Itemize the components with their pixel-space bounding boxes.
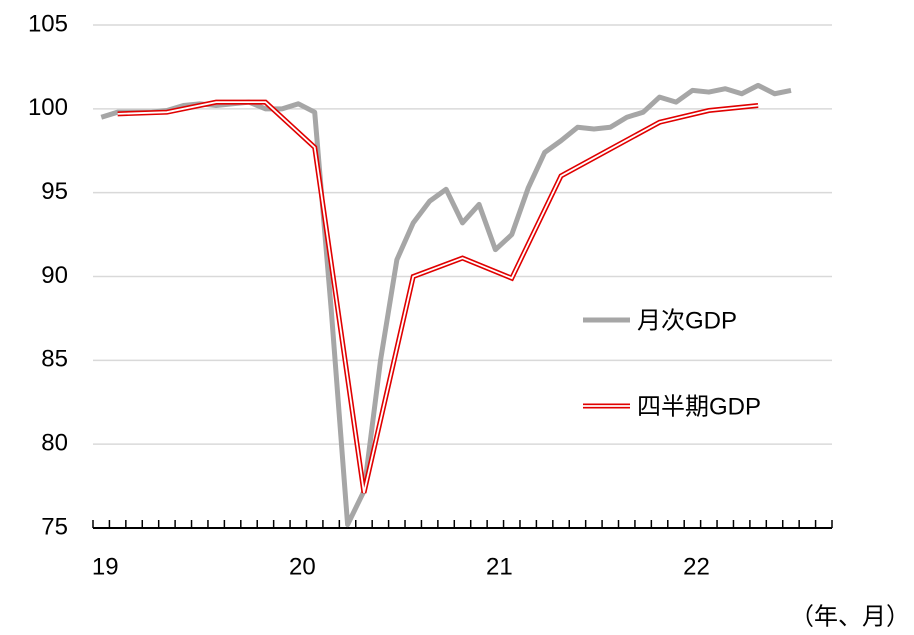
y-tick-label: 80 — [41, 430, 68, 457]
series-line — [100, 82, 792, 528]
series-line — [117, 99, 759, 494]
y-tick-label: 85 — [41, 346, 68, 373]
y-tick-label: 100 — [28, 94, 68, 121]
unit-label: （年、月） — [790, 603, 910, 630]
x-tick-label: 21 — [486, 553, 513, 580]
y-tick-label: 75 — [41, 513, 68, 540]
legend-label: 月次GDP — [637, 307, 737, 334]
y-tick-label: 105 — [28, 10, 68, 37]
series-line-inner — [117, 101, 759, 493]
y-tick-label: 95 — [41, 178, 68, 205]
y-tick-label: 90 — [41, 262, 68, 289]
x-tick-label: 19 — [92, 553, 119, 580]
legend-label: 四半期GDP — [637, 393, 761, 420]
x-tick-label: 22 — [683, 553, 710, 580]
x-tick-label: 20 — [289, 553, 316, 580]
